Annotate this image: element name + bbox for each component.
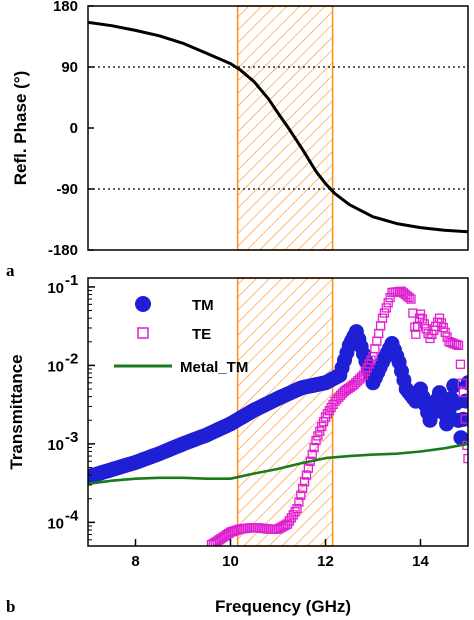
metal-tm-line xyxy=(88,442,468,486)
plot-frame xyxy=(87,277,469,547)
y-axis-title: Transmittance xyxy=(7,354,26,469)
y-tick-exponent: -2 xyxy=(65,350,78,367)
tm-point xyxy=(439,416,455,432)
te-point xyxy=(379,308,390,318)
te-point xyxy=(370,344,380,354)
band-rect xyxy=(236,5,334,251)
y-tick-label: -90 xyxy=(56,181,78,198)
tm-point xyxy=(446,378,462,394)
y-tick-exponent: -1 xyxy=(65,272,78,289)
te-point xyxy=(415,309,426,319)
te-point xyxy=(372,336,382,346)
te-point xyxy=(410,322,420,332)
y-tick-label: 10 xyxy=(47,280,64,297)
y-tick-label: 10 xyxy=(47,437,64,454)
te-point xyxy=(298,483,308,494)
y-tick-label: 180 xyxy=(53,0,78,15)
x-ticks: 8 10 12 14 xyxy=(131,539,429,570)
te-point xyxy=(404,292,414,303)
te-point xyxy=(453,340,464,351)
te-point xyxy=(299,477,310,487)
y-tick-label: 0 xyxy=(70,120,78,137)
x-tick-label: 8 xyxy=(131,553,139,570)
te-point xyxy=(381,303,391,313)
te-point xyxy=(421,324,431,334)
y-tick-label: 10 xyxy=(47,358,64,375)
tm-point xyxy=(458,393,468,409)
transmittance-series xyxy=(88,286,468,546)
te-point xyxy=(436,318,447,328)
te-point xyxy=(374,328,384,339)
legend-marker-tm xyxy=(135,296,151,312)
te-point xyxy=(455,359,466,369)
x-tick-label: 10 xyxy=(222,553,239,570)
phase-line xyxy=(88,20,468,234)
panel-a: 180 90 0 -90 -180 Refl. Phase (°) a xyxy=(6,0,469,280)
te-point xyxy=(311,435,321,446)
te-point xyxy=(307,449,317,460)
highlight-band xyxy=(236,5,334,251)
te-point xyxy=(377,313,388,323)
te-point xyxy=(460,414,468,424)
legend: TM TE Metal_TM xyxy=(114,296,248,376)
te-point xyxy=(309,442,319,453)
y-tick-exponent: -3 xyxy=(65,429,78,446)
y-ticks: 10-110-210-310-4 xyxy=(47,272,95,547)
te-point xyxy=(417,314,428,324)
te-point xyxy=(315,426,325,436)
te-point xyxy=(434,313,445,323)
legend-label: TE xyxy=(192,326,211,343)
reference-lines xyxy=(88,66,468,190)
te-point xyxy=(463,453,468,464)
x-axis-title: Frequency (GHz) xyxy=(215,597,351,616)
te-point xyxy=(375,321,386,331)
te-point xyxy=(383,298,393,308)
te-point xyxy=(292,503,302,514)
te-point xyxy=(457,378,467,388)
y-tick-label: 90 xyxy=(61,59,78,76)
te-point xyxy=(290,507,300,517)
te-point xyxy=(406,294,416,304)
legend-marker-te xyxy=(137,327,149,339)
legend-label: TM xyxy=(192,297,214,314)
y-tick-label: 10 xyxy=(47,515,64,532)
te-point xyxy=(294,497,304,507)
x-tick-label: 14 xyxy=(412,553,429,570)
te-point xyxy=(440,327,450,337)
te-point xyxy=(301,470,312,480)
y-axis-title: Refl. Phase (°) xyxy=(11,71,30,186)
x-tick-label: 12 xyxy=(317,553,334,570)
y-tick-exponent: -4 xyxy=(65,507,79,524)
te-point xyxy=(419,319,429,329)
te-point xyxy=(303,463,314,473)
te-point xyxy=(296,490,306,500)
y-ticks: 180 90 0 -90 -180 xyxy=(48,0,94,259)
te-point xyxy=(317,421,327,432)
phase-series xyxy=(88,20,468,234)
panel-label-b: b xyxy=(6,597,15,616)
y-tick-label: -180 xyxy=(48,242,78,259)
te-point xyxy=(451,340,462,350)
te-point xyxy=(438,322,448,333)
te-point xyxy=(313,431,323,441)
panel-label-a: a xyxy=(6,261,15,280)
legend-label: Metal_TM xyxy=(180,359,248,376)
